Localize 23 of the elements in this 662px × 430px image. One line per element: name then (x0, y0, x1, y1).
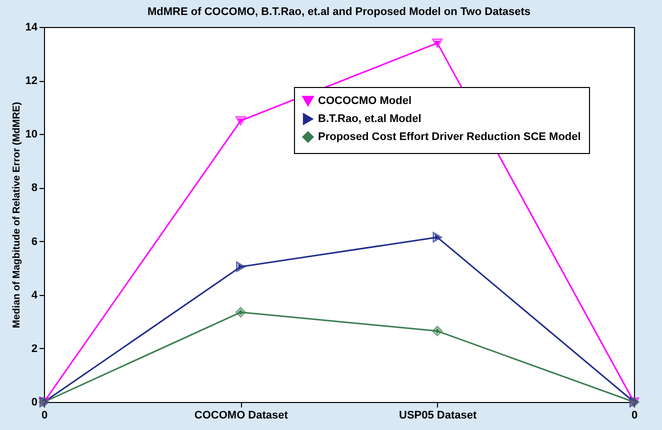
y-tick-label: 8 (31, 182, 38, 194)
x-tick-label: COCOMO Dataset (194, 410, 288, 422)
y-tick-label: 10 (25, 128, 38, 141)
point (236, 262, 246, 272)
y-tick-label: 14 (25, 22, 38, 34)
point (235, 307, 246, 318)
legend-label: B.T.Rao, et.al Model (318, 113, 422, 125)
x-tick-label: USP05 Dataset (399, 410, 477, 422)
point (432, 232, 442, 242)
y-tick-label: 12 (25, 75, 38, 88)
y-tick-label: 0 (31, 396, 38, 408)
x-tick-label: 0 (631, 410, 638, 422)
y-tick-label: 6 (31, 236, 38, 248)
chart-title: MdMRE of COCOMO, B.T.Rao, et.al and Proposed Model on Two Datasets (148, 6, 530, 18)
y-tick-label: 2 (31, 342, 38, 355)
y-axis-title: Median of Magbitude of Relative Error (MdMRE) (11, 102, 22, 328)
x-tick-label: 0 (41, 410, 48, 422)
y-tick-label: 4 (31, 289, 38, 302)
legend-label: Proposed Cost Effort Driver Reduction SCE Model (318, 131, 581, 143)
legend-label: COCOCMO Model (318, 95, 412, 107)
point (432, 38, 443, 48)
point (432, 326, 443, 336)
point (235, 116, 246, 126)
